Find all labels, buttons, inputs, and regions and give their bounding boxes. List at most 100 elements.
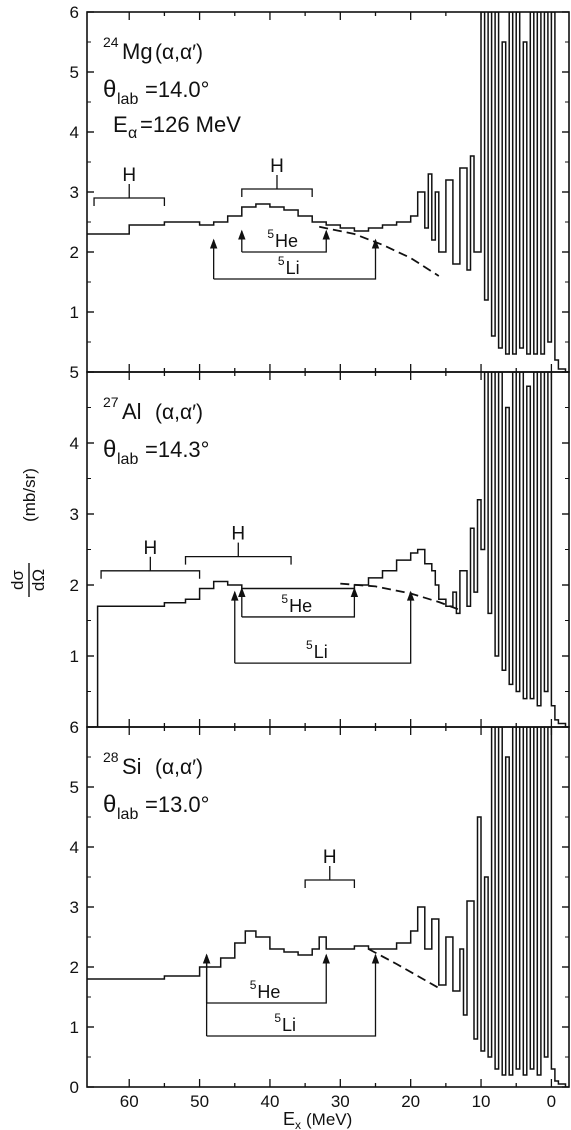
bracket-line (100, 570, 201, 579)
x-axis-unit: (MeV) (306, 1110, 352, 1129)
reaction-element: Si (122, 754, 142, 779)
bracket-line (304, 879, 356, 888)
reaction-mass: 28 (103, 749, 119, 765)
y-tick-label: 3 (70, 505, 79, 524)
arrow-head (371, 238, 380, 249)
y-tick-label: 1 (70, 303, 79, 322)
y-axis-denominator: dΩ (29, 569, 48, 591)
angle-subscript: lab (117, 806, 138, 823)
energy-symbol: E (113, 112, 128, 137)
x-axis-subscript: x (295, 1118, 301, 1130)
arrow-li: 5 Li (209, 238, 380, 280)
arrow-head (238, 229, 246, 240)
panel-frame (86, 11, 570, 373)
arrow-head (322, 953, 330, 964)
reaction-mass: 27 (103, 394, 119, 410)
y-tick-label: 5 (70, 63, 79, 82)
reaction-process: (α,α′) (155, 756, 203, 779)
arrow-label-element: He (289, 596, 312, 616)
reaction-mass: 24 (103, 34, 119, 50)
arrow-label-mass: 5 (281, 592, 288, 606)
arrow-head (371, 953, 380, 964)
x-tick-label: 40 (260, 1092, 279, 1111)
y-tick-label: 2 (70, 958, 79, 977)
angle-value: =14.0° (145, 77, 209, 102)
arrow-he: 5 He (238, 227, 330, 253)
y-axis-label: (mb/sr) dσ dΩ (8, 468, 48, 597)
background-curve (319, 225, 440, 277)
bracket-h: H (93, 165, 166, 206)
bracket-label: H (323, 847, 337, 868)
spectrum-line (87, 727, 567, 1087)
y-tick-label: 6 (70, 3, 79, 22)
y-tick-label: 1 (70, 1018, 79, 1037)
arrow-label-mass: 5 (306, 638, 313, 652)
arrow-label-element: Li (314, 642, 328, 662)
y-tick-label: 4 (70, 838, 79, 857)
arrow-label-element: He (257, 982, 280, 1002)
arrow-label-element: He (275, 231, 298, 251)
x-axis-symbol: E (283, 1109, 295, 1129)
arrow-head (350, 587, 359, 598)
y-tick-label: 6 (70, 718, 79, 737)
arrow-li: 5 Li (231, 590, 415, 664)
arrow-head (238, 587, 246, 598)
y-tick-label: 5 (70, 363, 79, 382)
arrow-label-mass: 5 (274, 1011, 281, 1025)
arrow-label-mass: 5 (267, 227, 274, 241)
reaction-element: Al (122, 399, 142, 424)
angle-subscript: lab (117, 451, 138, 468)
arrow-head (406, 590, 415, 601)
arrow-he: 5 He (238, 587, 359, 618)
reaction-process: (α,α′) (155, 41, 203, 64)
arrow-label-element: Li (286, 258, 300, 278)
energy-subscript: α (128, 125, 137, 142)
x-tick-label: 60 (120, 1092, 139, 1111)
bracket-line (241, 188, 313, 197)
bracket-label: H (270, 156, 284, 177)
y-tick-label: 2 (70, 243, 79, 262)
bracket-h: H (184, 524, 292, 565)
arrow-head (202, 953, 211, 964)
arrow-he: 5 He (202, 953, 330, 1004)
background-curve (368, 948, 440, 989)
y-tick-label: 2 (70, 576, 79, 595)
y-axis-numerator: dσ (8, 570, 27, 590)
y-tick-label: 1 (70, 647, 79, 666)
bracket-line (184, 555, 292, 565)
angle-value: =14.3° (145, 437, 209, 462)
reaction-element: Mg (122, 39, 153, 64)
angle-subscript: lab (117, 91, 138, 108)
y-tick-label: 3 (70, 898, 79, 917)
arrow-label-mass: 5 (250, 978, 257, 992)
arrow-head (322, 229, 330, 240)
background-curve (340, 582, 461, 611)
bracket-h: H (304, 847, 356, 888)
arrow-li: 5 Li (202, 953, 380, 1037)
spectrum-line (94, 372, 567, 727)
arrow-line (234, 592, 412, 664)
x-tick-label: 0 (547, 1092, 556, 1111)
panel-annotation: 24 Mg (α,α′) θ lab =14.0° E α =126 MeV (103, 34, 241, 142)
panel-frame (86, 726, 570, 1088)
arrow-line (205, 955, 377, 1037)
x-tick-label: 20 (401, 1092, 420, 1111)
x-tick-label: 50 (190, 1092, 209, 1111)
arrow-head (231, 590, 239, 601)
x-axis-label: E x (MeV) (283, 1109, 352, 1130)
angle-symbol: θ (103, 791, 116, 818)
y-tick-label: 0 (70, 1078, 79, 1097)
reaction-process: (α,α′) (155, 401, 203, 424)
y-tick-label: 4 (70, 123, 79, 142)
bracket-label: H (231, 524, 245, 545)
y-tick-label: 3 (70, 183, 79, 202)
arrow-label-mass: 5 (278, 254, 285, 268)
y-tick-label: 5 (70, 778, 79, 797)
y-tick-label: 4 (70, 434, 79, 453)
bracket-h: H (241, 156, 313, 197)
